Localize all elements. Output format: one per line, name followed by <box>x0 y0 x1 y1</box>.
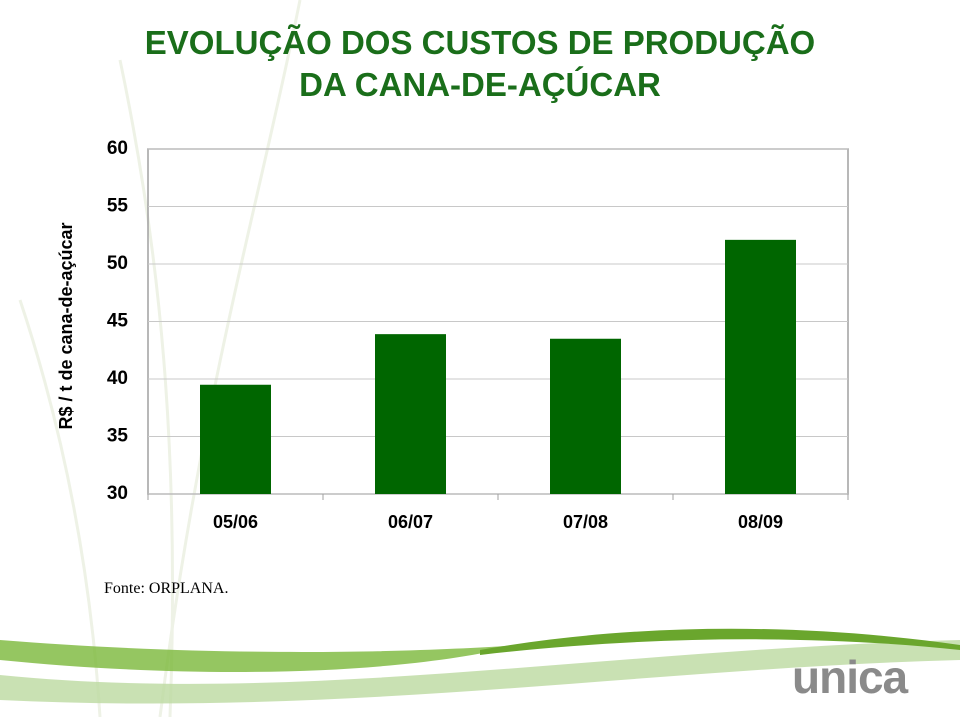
bar <box>375 334 446 494</box>
bar <box>550 338 621 494</box>
x-tick-label: 07/08 <box>563 512 608 532</box>
swoosh <box>480 628 960 655</box>
y-axis-label: R$ / t de cana-de-açúcar <box>56 222 76 429</box>
logo: unica <box>792 651 908 703</box>
y-tick-label: 55 <box>107 196 129 217</box>
swoosh <box>0 640 520 672</box>
chart-title: EVOLUÇÃO DOS CUSTOS DE PRODUÇÃO DA CANA-… <box>144 24 816 103</box>
x-tick-label: 05/06 <box>213 512 258 532</box>
source-note: Fonte: ORPLANA. <box>104 580 229 597</box>
y-tick-label: 45 <box>107 311 129 332</box>
x-tick-label: 06/07 <box>388 512 433 532</box>
y-tick-label: 40 <box>107 368 128 389</box>
x-tick-label: 08/09 <box>738 512 783 532</box>
y-tick-label: 30 <box>107 483 128 504</box>
swoosh <box>0 640 960 704</box>
bar <box>200 384 271 494</box>
y-tick-label: 50 <box>107 253 128 274</box>
y-tick-label: 35 <box>107 426 129 447</box>
y-tick-label: 60 <box>107 138 128 159</box>
bar <box>725 239 796 494</box>
